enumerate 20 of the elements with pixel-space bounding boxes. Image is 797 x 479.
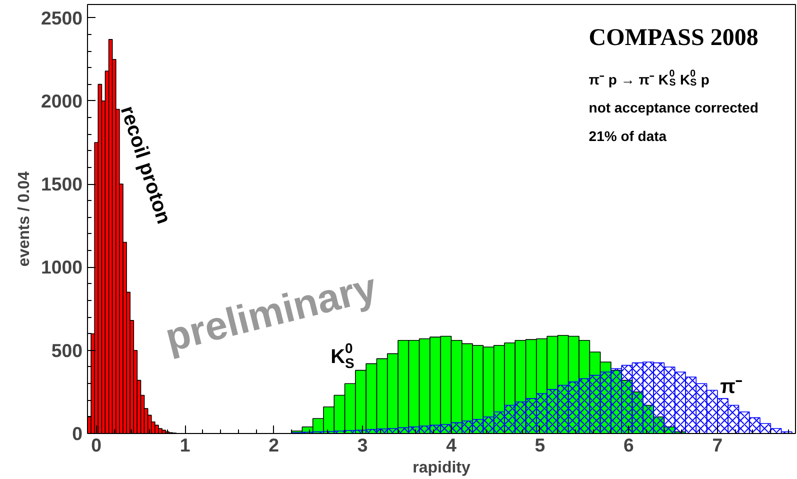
- annotation: 21% of data: [588, 128, 667, 144]
- x-tick-label: 5: [534, 434, 546, 456]
- y-tick-label: 500: [51, 340, 83, 361]
- y-tick-label: 1000: [40, 256, 83, 278]
- x-tick-label: 0: [91, 434, 102, 456]
- y-tick-label: 1500: [40, 174, 83, 195]
- series-label: π⁻: [720, 376, 742, 398]
- annotation: not acceptance corrected: [588, 100, 758, 116]
- x-tick-label: 7: [712, 434, 723, 456]
- x-tick-label: 3: [357, 434, 368, 456]
- x-tick-label: 4: [446, 434, 458, 456]
- y-tick-label: 2500: [40, 7, 83, 28]
- x-tick-label: 2: [268, 434, 280, 456]
- y-axis-title: events / 0.04: [16, 171, 33, 267]
- x-tick-label: 6: [624, 434, 634, 456]
- x-axis-title: rapidity: [412, 460, 470, 476]
- x-tick-label: 1: [180, 434, 190, 456]
- text: recoil proton: [116, 104, 175, 227]
- annotation: COMPASS 2008: [588, 25, 758, 52]
- y-tick-label: 2000: [40, 90, 83, 112]
